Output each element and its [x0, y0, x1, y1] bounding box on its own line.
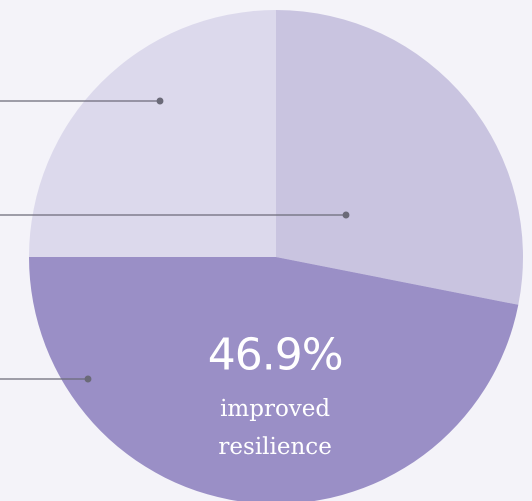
leader-lines [0, 97, 350, 383]
leader-dot [156, 97, 164, 105]
pie-slice [29, 257, 519, 501]
category-label: improved resilience [218, 396, 332, 461]
slices [29, 10, 523, 501]
pie-slice [276, 10, 523, 305]
pie-slice [29, 10, 276, 257]
leader-dot [342, 211, 350, 219]
leader-dot [84, 375, 92, 383]
value-label: 46.9% [208, 329, 343, 380]
